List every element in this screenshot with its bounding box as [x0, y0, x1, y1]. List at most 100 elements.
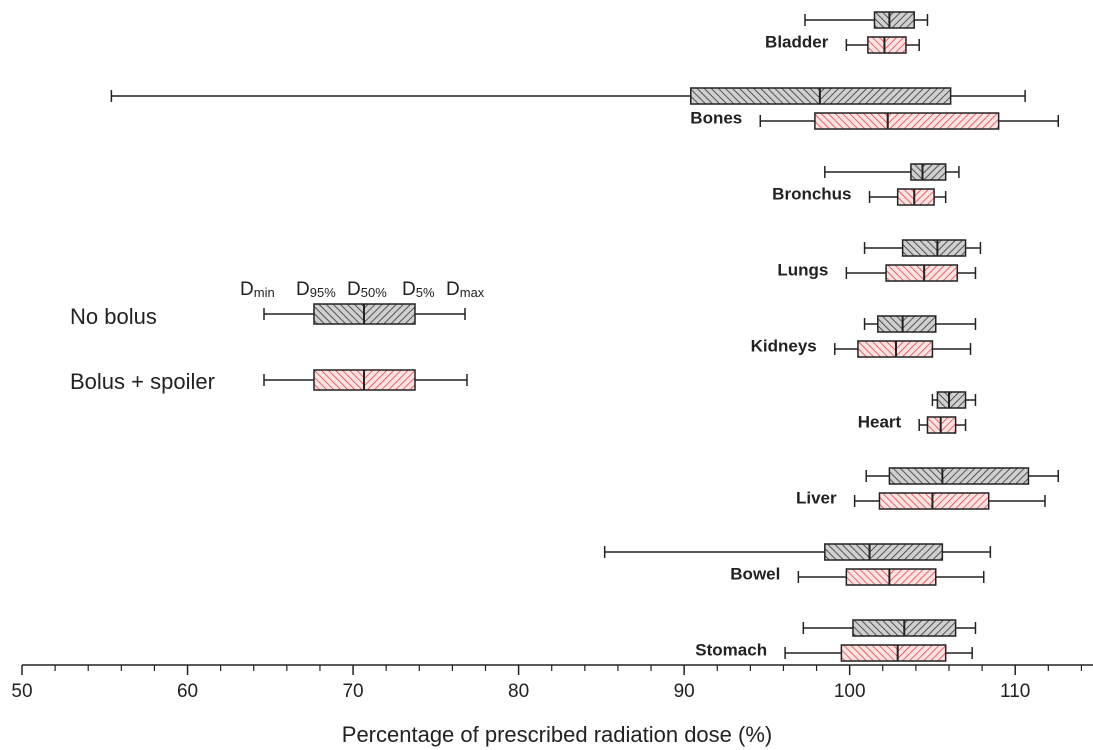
- stat-label-base: D: [296, 279, 310, 300]
- box-outline: [885, 264, 959, 282]
- stat-label: Dmin: [240, 279, 275, 300]
- box-lower: [877, 316, 903, 332]
- box-upper: [922, 164, 946, 180]
- box-upper: [904, 620, 956, 636]
- box-outline: [901, 239, 967, 257]
- box-outline: [840, 644, 947, 662]
- box-group: [802, 619, 977, 637]
- legend-box: [364, 304, 415, 324]
- box-lower: [824, 544, 870, 560]
- box-lower: [857, 341, 897, 357]
- box-lower: [874, 12, 890, 28]
- box-outline: [845, 568, 937, 586]
- x-tick-label: 60: [177, 681, 198, 702]
- box-group: [853, 492, 1046, 510]
- stat-label-sub: max: [460, 285, 485, 300]
- box-group: [784, 644, 973, 662]
- box-group: [824, 163, 960, 181]
- x-tick-label: 80: [508, 681, 529, 702]
- category-label: Bones: [690, 108, 742, 127]
- box-upper: [896, 341, 933, 357]
- x-tick-label: 50: [11, 681, 32, 702]
- box-lower: [937, 392, 949, 408]
- box-group: [759, 112, 1059, 130]
- x-tick-label: 70: [342, 681, 363, 702]
- category-label: Liver: [796, 488, 837, 507]
- stat-label: Dmax: [446, 279, 485, 300]
- legend-label: Bolus + spoiler: [70, 369, 215, 394]
- box-lower: [879, 493, 933, 509]
- box-lower: [886, 265, 925, 281]
- box-outline: [878, 492, 990, 510]
- box-upper: [869, 544, 943, 560]
- box-upper: [887, 113, 999, 129]
- stat-label-base: D: [446, 279, 460, 300]
- legend-label: No bolus: [70, 304, 157, 329]
- box-lower: [889, 468, 943, 484]
- box-outline: [896, 188, 935, 206]
- box-upper: [932, 493, 989, 509]
- box-upper: [897, 645, 946, 661]
- category-label: Bladder: [765, 32, 829, 51]
- box-group: [863, 315, 977, 333]
- box-lower: [902, 240, 938, 256]
- box-upper: [902, 316, 936, 332]
- box-lower: [852, 620, 905, 636]
- box-group: [931, 391, 977, 409]
- box-outline: [877, 315, 937, 333]
- stat-label-base: D: [240, 279, 254, 300]
- box-group: [845, 36, 920, 54]
- box-upper: [924, 265, 958, 281]
- box-upper: [889, 569, 936, 585]
- box-group: [845, 264, 977, 282]
- x-axis-label: Percentage of prescribed radiation dose …: [342, 722, 772, 747]
- category-label: Lungs: [777, 260, 828, 279]
- category-label: Stomach: [695, 640, 767, 659]
- box-lower: [690, 88, 820, 104]
- box-upper: [819, 88, 951, 104]
- box-group: [110, 87, 1026, 105]
- x-tick-label: 110: [1000, 681, 1030, 702]
- legend-box: [314, 304, 364, 324]
- category-label: Bowel: [730, 564, 780, 583]
- box-lower: [814, 113, 888, 129]
- stat-label: D5%: [402, 279, 435, 300]
- box-outline: [867, 36, 907, 54]
- box-outline: [888, 467, 1030, 485]
- box-lower: [846, 569, 890, 585]
- box-group: [797, 568, 985, 586]
- stat-label-sub: 50%: [361, 285, 387, 300]
- box-outline: [873, 11, 915, 29]
- legend-box: [314, 370, 364, 390]
- x-tick-label: 90: [674, 681, 695, 702]
- box-group: [863, 239, 982, 257]
- box-group: [834, 340, 972, 358]
- category-label: Kidneys: [751, 336, 817, 355]
- stat-label-base: D: [347, 279, 361, 300]
- box-upper: [889, 12, 915, 28]
- box-lower: [927, 417, 941, 433]
- box-upper: [937, 240, 966, 256]
- box-outline: [910, 163, 947, 181]
- box-lower: [897, 189, 915, 205]
- category-label: Bronchus: [772, 184, 851, 203]
- legend-boxes: [263, 303, 468, 391]
- box-group: [865, 467, 1059, 485]
- x-tick-label: 100: [834, 681, 866, 702]
- legend: No bolus Bolus + spoiler: [70, 303, 468, 394]
- stat-label-sub: 95%: [310, 285, 336, 300]
- box-lower: [867, 37, 885, 53]
- box-outline: [814, 112, 1000, 130]
- box-upper: [914, 189, 935, 205]
- box-group: [603, 543, 992, 561]
- stat-label-sub: 5%: [416, 285, 435, 300]
- box-upper: [940, 417, 956, 433]
- category-label: Heart: [858, 412, 902, 431]
- box-group: [918, 416, 967, 434]
- box-lower: [910, 164, 923, 180]
- stat-label: D95%: [296, 279, 336, 300]
- box-group: [868, 188, 947, 206]
- box-upper: [884, 37, 906, 53]
- box-outline: [936, 391, 967, 409]
